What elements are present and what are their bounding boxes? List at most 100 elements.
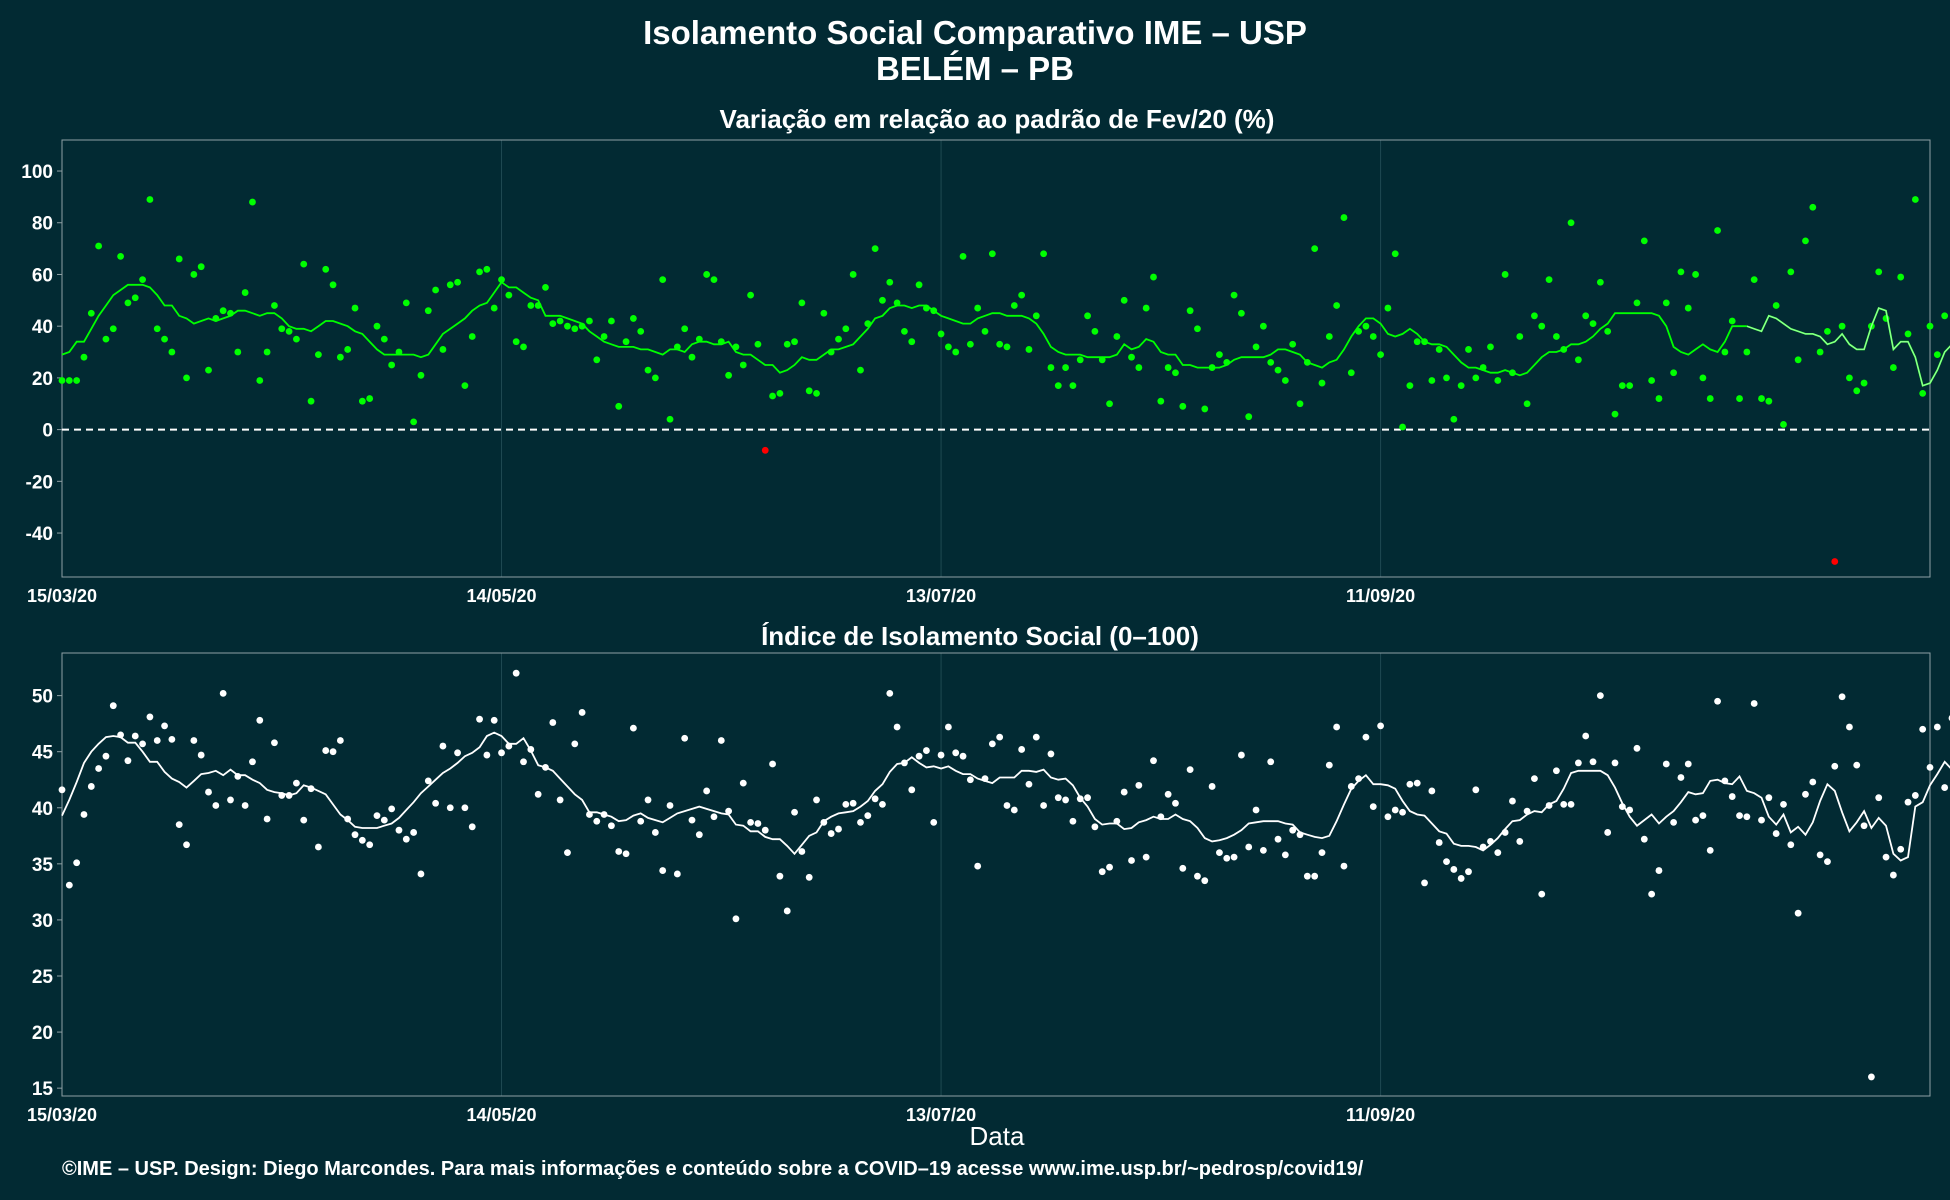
chart2-data-point xyxy=(1816,851,1824,859)
chart2-y-tick-label: 30 xyxy=(32,911,53,932)
chart1-data-point xyxy=(1391,250,1399,258)
chart1-data-point xyxy=(644,366,652,374)
chart1-data-point xyxy=(175,255,183,263)
chart2-data-point xyxy=(615,848,623,855)
chart1-data-point xyxy=(336,353,344,361)
chart2-data-point xyxy=(827,830,835,837)
chart1-data-point xyxy=(307,397,315,405)
chart2-data-point xyxy=(1289,826,1297,834)
chart1-data-point xyxy=(168,348,176,356)
chart1-data-point xyxy=(468,333,476,340)
chart1-data-point xyxy=(586,317,593,325)
chart1-data-point xyxy=(1941,312,1949,320)
chart2-data-point xyxy=(893,723,901,731)
chart1-data-point xyxy=(1633,299,1641,307)
chart2-data-point xyxy=(1201,877,1209,885)
chart2-y-tick-label: 15 xyxy=(32,1079,54,1100)
chart1-data-point xyxy=(87,309,95,317)
chart2-data-point xyxy=(1933,723,1941,731)
chart2-data-point xyxy=(1318,849,1326,857)
chart2-data-point xyxy=(1128,857,1135,864)
chart1-data-point xyxy=(1040,250,1048,258)
chart1-data-point xyxy=(1846,374,1853,382)
chart1-data-point xyxy=(1655,395,1663,402)
chart1-data-point xyxy=(197,263,205,271)
chart1-data-point xyxy=(1186,307,1194,315)
chart1-y-tick-label: 80 xyxy=(32,214,53,235)
chart1-data-point xyxy=(1347,369,1355,377)
chart1-data-point xyxy=(410,418,418,426)
chart1-data-point xyxy=(131,294,139,302)
chart1-data-point xyxy=(1582,312,1590,320)
chart1-data-point xyxy=(725,371,733,379)
chart2-data-point xyxy=(1362,733,1370,741)
chart2-data-point xyxy=(842,801,850,808)
chart1-data-point xyxy=(805,387,813,395)
chart1-y-tick-label: 100 xyxy=(21,162,53,183)
chart1-data-point xyxy=(102,335,110,343)
chart1-data-point xyxy=(1150,273,1157,281)
chart2-data-point xyxy=(710,813,718,821)
chart2-data-point xyxy=(1706,846,1714,854)
chart1-data-point xyxy=(1201,405,1209,413)
chart1-data-point xyxy=(1010,302,1018,309)
chart1-data-point xyxy=(161,335,168,343)
chart2-data-point xyxy=(688,816,696,824)
chart2-data-point xyxy=(556,796,564,804)
chart2-data-point xyxy=(1596,692,1604,700)
chart1-data-point xyxy=(351,304,359,312)
chart2-data-point xyxy=(1904,798,1912,806)
chart1-data-point xyxy=(1142,304,1150,312)
chart2-data-point xyxy=(637,817,645,825)
chart1-data-point xyxy=(820,309,828,317)
chart1-data-point xyxy=(1904,330,1912,338)
chart1-data-point xyxy=(1113,333,1121,340)
chart2-data-point xyxy=(1245,843,1253,851)
chart1-data-point xyxy=(747,291,754,299)
chart2-data-point xyxy=(1010,806,1018,814)
chart2-data-point xyxy=(1919,725,1927,733)
chart2-data-point xyxy=(534,790,542,798)
chart2-x-tick-label: 15/03/20 xyxy=(27,1105,97,1125)
chart1-data-point xyxy=(600,333,608,340)
chart2-data-point xyxy=(564,849,571,857)
chart2-data-point xyxy=(622,850,630,858)
chart1-data-point xyxy=(622,338,630,346)
chart1-data-point xyxy=(65,377,73,384)
chart2-data-point xyxy=(1428,787,1436,795)
chart2-data-point xyxy=(1391,806,1399,814)
chart1-x-tick-label: 13/07/20 xyxy=(906,586,976,606)
chart2-data-point xyxy=(864,812,872,820)
chart1-x-tick-label: 11/09/20 xyxy=(1346,586,1415,606)
chart2-frame xyxy=(61,652,1931,1097)
chart2-data-point xyxy=(725,807,733,815)
chart2-data-point xyxy=(1633,744,1641,752)
chart1-data-point xyxy=(857,366,864,374)
chart2-data-point xyxy=(747,818,754,826)
chart1-data-point xyxy=(615,402,623,410)
chart2-data-point xyxy=(1281,851,1289,859)
chart1-data-point xyxy=(1164,364,1172,371)
chart2-data-point xyxy=(1853,761,1861,769)
chart2-y-tick-label: 40 xyxy=(32,799,53,820)
chart2-data-point xyxy=(1399,808,1406,816)
chart1-data-point xyxy=(1135,364,1143,371)
chart1-data-point xyxy=(80,353,88,361)
chart2-data-point xyxy=(1860,822,1868,830)
chart1-data-point xyxy=(1567,219,1575,227)
chart2-data-point xyxy=(959,752,967,760)
chart1-data-point xyxy=(1933,351,1941,359)
chart2-data-point xyxy=(666,802,674,809)
chart2-data-point xyxy=(322,747,330,754)
chart2-data-point xyxy=(1941,784,1949,791)
x-axis-label: Data xyxy=(970,1121,1025,1151)
chart1-data-point xyxy=(564,322,571,330)
chart1-data-point xyxy=(432,286,439,294)
chart2-data-point xyxy=(1662,760,1670,768)
chart1-data-point xyxy=(1684,304,1692,312)
chart2-data-point xyxy=(417,870,425,878)
chart1-data-point xyxy=(490,304,498,312)
chart2-data-point xyxy=(468,823,476,831)
chart1-y-tick-label: -40 xyxy=(26,524,53,545)
